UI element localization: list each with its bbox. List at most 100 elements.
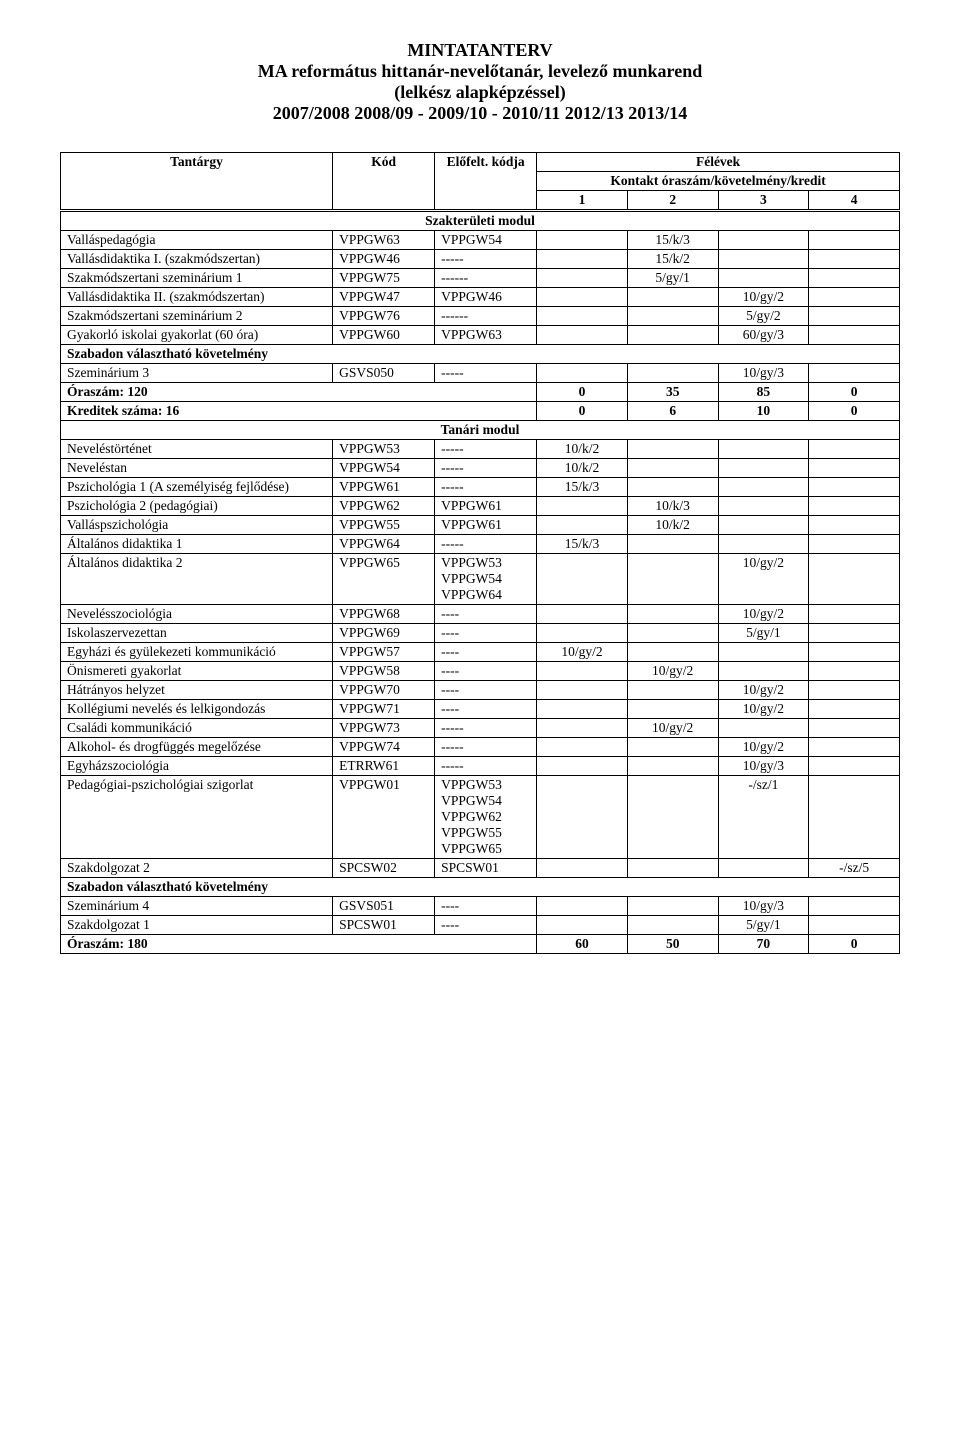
value-cell: 10/k/2 — [627, 516, 718, 535]
summary-label: Kreditek száma: 16 — [61, 402, 537, 421]
value-cell — [809, 269, 900, 288]
value-cell — [537, 554, 628, 605]
prereq-cell: VPPGW61 — [435, 497, 537, 516]
value-cell: 5/gy/1 — [718, 624, 809, 643]
value-cell — [718, 516, 809, 535]
value-cell — [627, 535, 718, 554]
prereq-cell: VPPGW46 — [435, 288, 537, 307]
value-cell — [718, 719, 809, 738]
value-cell — [718, 440, 809, 459]
value-cell — [537, 307, 628, 326]
table-row: IskolaszervezettanVPPGW69----5/gy/1 — [61, 624, 900, 643]
summary-row: Óraszám: 1806050700 — [61, 935, 900, 954]
value-cell — [809, 288, 900, 307]
code-cell: SPCSW01 — [333, 916, 435, 935]
value-cell — [809, 440, 900, 459]
value-cell: 10/k/2 — [537, 440, 628, 459]
table-row: Vallásdidaktika II. (szakmódszertan)VPPG… — [61, 288, 900, 307]
code-cell: VPPGW53 — [333, 440, 435, 459]
value-cell — [537, 516, 628, 535]
subject-cell: Szakdolgozat 2 — [61, 859, 333, 878]
value-cell — [809, 326, 900, 345]
summary-row: Kreditek száma: 1606100 — [61, 402, 900, 421]
value-cell — [718, 250, 809, 269]
value-cell — [809, 364, 900, 383]
code-cell: VPPGW74 — [333, 738, 435, 757]
module-row: Tanári modul — [61, 421, 900, 440]
value-cell — [627, 554, 718, 605]
subject-cell: Pszichológia 2 (pedagógiai) — [61, 497, 333, 516]
value-cell — [537, 757, 628, 776]
subject-cell: Önismereti gyakorlat — [61, 662, 333, 681]
value-cell — [809, 554, 900, 605]
value-cell — [537, 681, 628, 700]
prereq-cell: VPPGW54 — [435, 231, 537, 250]
prereq-cell: ---- — [435, 916, 537, 935]
summary-value: 35 — [627, 383, 718, 402]
subject-cell: Általános didaktika 2 — [61, 554, 333, 605]
value-cell — [537, 719, 628, 738]
header-contact: Kontakt óraszám/követelmény/kredit — [537, 172, 900, 191]
code-cell: VPPGW64 — [333, 535, 435, 554]
table-row: Szakmódszertani szeminárium 2VPPGW76----… — [61, 307, 900, 326]
value-cell — [809, 231, 900, 250]
value-cell — [809, 605, 900, 624]
table-row: NevelésszociológiaVPPGW68----10/gy/2 — [61, 605, 900, 624]
value-cell — [627, 757, 718, 776]
prereq-cell: ---- — [435, 681, 537, 700]
value-cell — [537, 738, 628, 757]
value-cell: 10/gy/3 — [718, 757, 809, 776]
value-cell: 10/gy/2 — [627, 719, 718, 738]
value-cell — [627, 859, 718, 878]
prereq-cell: SPCSW01 — [435, 859, 537, 878]
code-cell: VPPGW01 — [333, 776, 435, 859]
value-cell: -/sz/1 — [718, 776, 809, 859]
code-cell: VPPGW58 — [333, 662, 435, 681]
value-cell — [718, 231, 809, 250]
code-cell: VPPGW69 — [333, 624, 435, 643]
free-choice-label: Szabadon választható követelmény — [61, 878, 900, 897]
code-cell: VPPGW62 — [333, 497, 435, 516]
value-cell — [627, 307, 718, 326]
subject-cell: Hátrányos helyzet — [61, 681, 333, 700]
value-cell — [809, 681, 900, 700]
subject-cell: Szeminárium 4 — [61, 897, 333, 916]
value-cell: -/sz/5 — [809, 859, 900, 878]
value-cell — [627, 897, 718, 916]
summary-value: 70 — [718, 935, 809, 954]
prereq-cell: ------ — [435, 269, 537, 288]
value-cell — [809, 662, 900, 681]
value-cell — [627, 459, 718, 478]
table-row: Általános didaktika 2VPPGW65VPPGW53 VPPG… — [61, 554, 900, 605]
prereq-cell: ----- — [435, 478, 537, 497]
code-cell: VPPGW76 — [333, 307, 435, 326]
table-row: Szeminárium 4GSVS051----10/gy/3 — [61, 897, 900, 916]
table-row: Hátrányos helyzetVPPGW70----10/gy/2 — [61, 681, 900, 700]
code-cell: VPPGW75 — [333, 269, 435, 288]
value-cell — [627, 478, 718, 497]
value-cell — [627, 643, 718, 662]
subject-cell: Neveléstan — [61, 459, 333, 478]
prereq-cell: ---- — [435, 624, 537, 643]
header-prereq: Előfelt. kódja — [435, 153, 537, 211]
value-cell — [809, 497, 900, 516]
table-row: NeveléstanVPPGW54-----10/k/2 — [61, 459, 900, 478]
header-c1: 1 — [537, 191, 628, 211]
title-block: MINTATANTERV MA református hittanár-neve… — [60, 40, 900, 124]
header-row-1: Tantárgy Kód Előfelt. kódja Félévek — [61, 153, 900, 172]
value-cell — [718, 859, 809, 878]
table-row: Pszichológia 1 (A személyiség fejlődése)… — [61, 478, 900, 497]
subject-cell: Szakmódszertani szeminárium 2 — [61, 307, 333, 326]
summary-label: Óraszám: 120 — [61, 383, 537, 402]
value-cell — [809, 897, 900, 916]
value-cell — [627, 776, 718, 859]
prereq-cell: ---- — [435, 897, 537, 916]
table-row: Általános didaktika 1VPPGW64-----15/k/3 — [61, 535, 900, 554]
prereq-cell: VPPGW53 VPPGW54 VPPGW64 — [435, 554, 537, 605]
subject-cell: Szeminárium 3 — [61, 364, 333, 383]
summary-value: 6 — [627, 402, 718, 421]
value-cell: 10/k/3 — [627, 497, 718, 516]
summary-label: Óraszám: 180 — [61, 935, 537, 954]
code-cell: VPPGW61 — [333, 478, 435, 497]
value-cell — [809, 535, 900, 554]
